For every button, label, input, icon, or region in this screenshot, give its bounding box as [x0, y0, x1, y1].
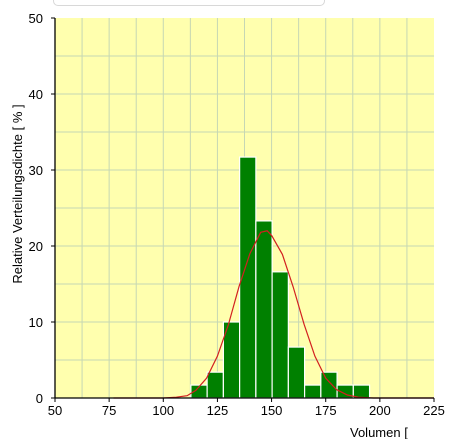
- x-axis-ticks: 50 75 100 125 150 175 200 225: [48, 398, 445, 418]
- y-tick-label: 40: [29, 87, 43, 102]
- x-tick-label: 50: [48, 403, 62, 418]
- x-tick-label: 200: [369, 403, 391, 418]
- x-tick-label: 100: [152, 403, 174, 418]
- histogram-bar: [255, 220, 273, 399]
- y-tick-label: 0: [36, 391, 43, 406]
- histogram-bar: [352, 384, 371, 399]
- x-axis-label: Volumen [: [350, 425, 408, 439]
- y-tick-label: 30: [29, 163, 43, 178]
- histogram-bar: [320, 371, 338, 399]
- x-tick-label: 150: [261, 403, 283, 418]
- y-axis-label: Relative Verteilungsdichte [ % ]: [10, 104, 25, 283]
- x-tick-label: 75: [102, 403, 116, 418]
- y-tick-label: 10: [29, 315, 43, 330]
- histogram-bar: [303, 384, 322, 399]
- axes: [54, 18, 434, 399]
- y-axis-ticks: 0 10 20 30 40 50: [29, 11, 55, 406]
- x-tick-label: 225: [423, 403, 445, 418]
- histogram-bar: [206, 371, 224, 399]
- histogram-bar: [287, 346, 306, 399]
- x-tick-label: 175: [315, 403, 337, 418]
- top-toolbar-box: [53, 0, 325, 6]
- y-tick-label: 50: [29, 11, 43, 26]
- density-curve: [113, 230, 434, 399]
- x-tick-label: 125: [207, 403, 229, 418]
- histogram-bar: [271, 271, 289, 399]
- y-tick-label: 20: [29, 239, 43, 254]
- bars: [190, 156, 371, 399]
